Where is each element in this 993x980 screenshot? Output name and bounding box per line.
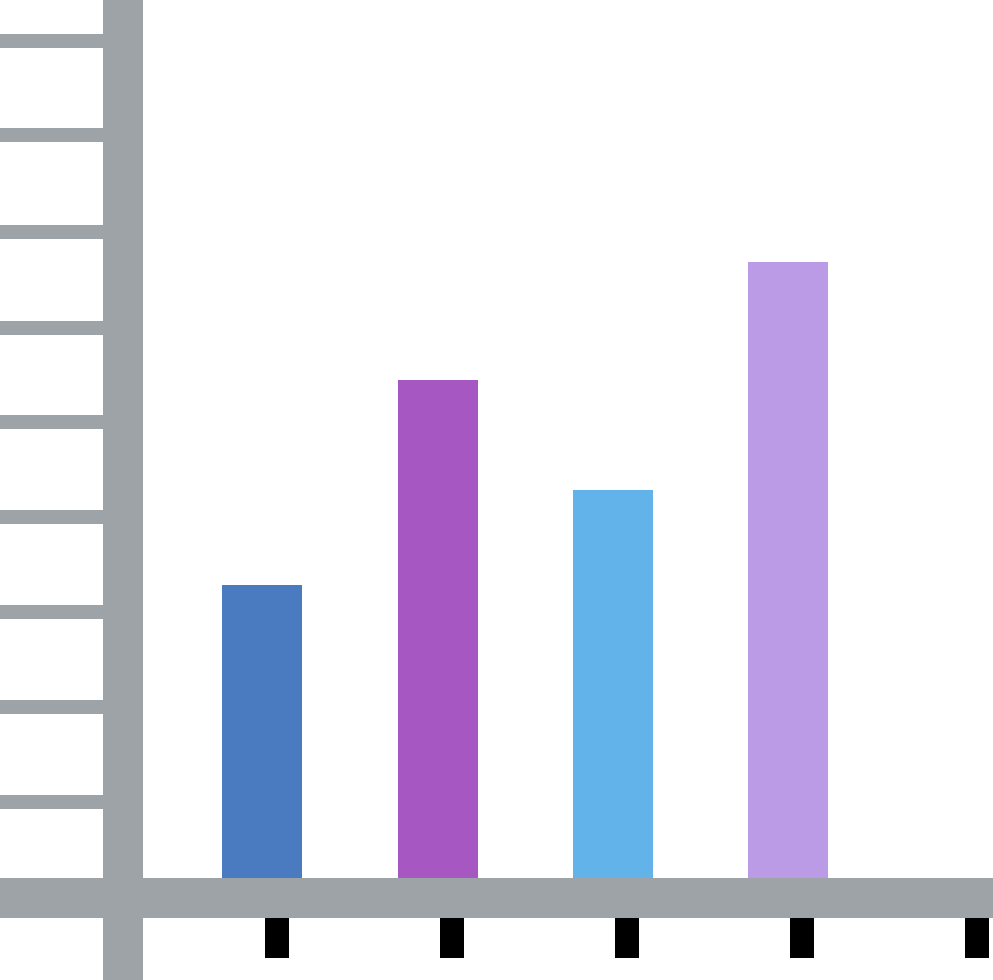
y-axis bbox=[103, 0, 143, 980]
bar-4 bbox=[748, 262, 828, 878]
bar-2 bbox=[398, 380, 478, 878]
y-tick-3 bbox=[0, 225, 103, 239]
bar-chart bbox=[0, 0, 993, 980]
y-tick-1 bbox=[0, 34, 103, 48]
x-axis bbox=[0, 878, 993, 918]
bar-1 bbox=[222, 585, 302, 878]
y-tick-9 bbox=[0, 795, 103, 809]
bar-3 bbox=[573, 490, 653, 878]
y-tick-4 bbox=[0, 321, 103, 335]
x-tick-5 bbox=[965, 918, 989, 958]
x-tick-3 bbox=[615, 918, 639, 958]
x-tick-4 bbox=[790, 918, 814, 958]
y-tick-8 bbox=[0, 700, 103, 714]
y-tick-7 bbox=[0, 605, 103, 619]
y-tick-6 bbox=[0, 510, 103, 524]
x-tick-2 bbox=[440, 918, 464, 958]
y-tick-2 bbox=[0, 128, 103, 142]
x-tick-1 bbox=[265, 918, 289, 958]
y-tick-5 bbox=[0, 415, 103, 429]
